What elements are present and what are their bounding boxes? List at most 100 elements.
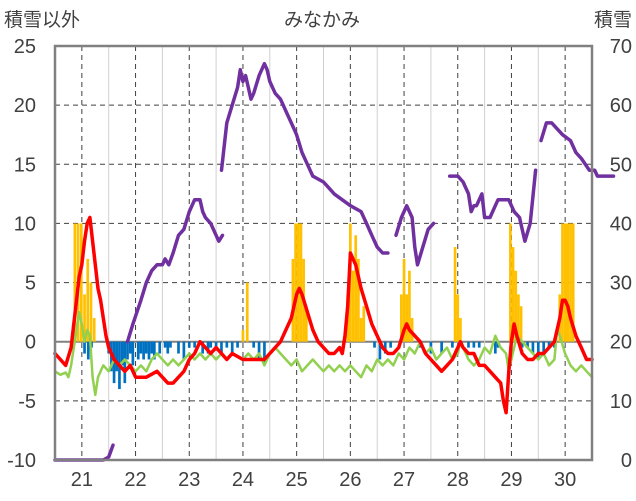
precip-bar (136, 341, 140, 360)
snowfall-bar (89, 282, 93, 342)
right-tick-label: 70 (610, 36, 632, 58)
precip-bar (477, 341, 481, 348)
precip-bar (83, 341, 86, 354)
precip-bar (142, 341, 145, 360)
snowfall-bar (357, 258, 360, 342)
precip-bar (126, 341, 129, 360)
precip-bar (440, 341, 443, 354)
precip-bar (373, 341, 376, 348)
precip-bar (526, 341, 529, 348)
snowfall-bar (362, 306, 366, 342)
snowfall-bar (354, 235, 358, 342)
left-tick-label: 20 (14, 95, 36, 117)
snowfall-bar (519, 306, 523, 342)
snow-depth-line (53, 443, 115, 462)
snowfall-bar (294, 223, 297, 342)
right-tick-label: 60 (610, 95, 632, 117)
precip-bar (144, 341, 148, 354)
precip-bar (120, 341, 124, 366)
snowfall-bar (79, 223, 83, 342)
snowfall-bar (511, 247, 515, 342)
x-tick-label: 25 (286, 469, 308, 491)
snowfall-bar (241, 329, 245, 342)
precip-bar (252, 341, 256, 348)
precip-bar (182, 341, 186, 360)
x-tick-label: 28 (447, 469, 469, 491)
left-axis-label: 積雪以外 (4, 9, 80, 31)
left-tick-label: 15 (14, 154, 36, 176)
plot-frame (53, 44, 594, 462)
x-tick-label: 27 (393, 469, 415, 491)
snowfall-bar (304, 306, 308, 342)
left-tick-label: 10 (14, 213, 36, 235)
precip-bar (169, 341, 172, 348)
x-tick-label: 23 (178, 469, 200, 491)
x-tick-label: 21 (71, 469, 93, 491)
snowfall-bar (299, 223, 303, 342)
snowfall-bar (296, 223, 300, 342)
precip-bar (225, 341, 229, 348)
precip-bar (147, 341, 151, 360)
precip-bar (158, 341, 162, 354)
snowfall-bar (83, 294, 86, 342)
snowfall-bar (245, 282, 249, 342)
precip-bar (531, 341, 535, 354)
precip-bar (378, 341, 382, 360)
snowfall-bar (86, 258, 90, 342)
right-tick-label: 20 (610, 332, 632, 354)
x-tick-label: 26 (339, 469, 361, 491)
precip-bar (547, 341, 551, 348)
precip-bar (139, 341, 143, 354)
snowfall-bar (410, 318, 414, 342)
chart-title: みなかみ (284, 9, 360, 31)
snowfall-bar (509, 223, 512, 342)
precip-bar (115, 341, 119, 372)
precip-bar (383, 341, 387, 354)
snow-depth-line (447, 168, 538, 243)
precip-bar (542, 341, 546, 354)
precip-bar (131, 341, 135, 366)
snowfall-bar (73, 223, 77, 342)
precip-bar (128, 341, 132, 354)
precip-bar (86, 341, 90, 360)
right-tick-label: 0 (621, 450, 632, 472)
precip-bar (553, 341, 556, 348)
precip-bar (520, 341, 524, 348)
precip-bar (201, 341, 205, 354)
precip-bar (472, 341, 476, 348)
precip-bar (153, 341, 156, 360)
right-tick-label: 40 (610, 213, 632, 235)
left-tick-label: 25 (14, 36, 36, 58)
precip-bar (206, 341, 210, 354)
snowfall-bar (569, 223, 572, 342)
right-tick-label: 10 (610, 391, 632, 413)
precip-bar (467, 341, 470, 348)
snowfall-bar (459, 318, 462, 342)
x-tick-label: 30 (554, 469, 576, 491)
precip-bar (163, 341, 167, 348)
snow-depth-line (219, 61, 390, 255)
precip-bar (230, 341, 234, 354)
snowfall-bar (561, 223, 564, 342)
snowfall-bar (408, 270, 411, 342)
snowfall-bar (359, 318, 363, 342)
snowfall-bar (514, 270, 518, 342)
precip-bar (209, 341, 213, 348)
precip-bar (150, 341, 154, 354)
right-tick-label: 50 (610, 154, 632, 176)
snowfall-bar (563, 223, 567, 342)
left-tick-label: 5 (25, 273, 36, 295)
snowfall-bar (291, 258, 295, 342)
x-tick-label: 22 (124, 469, 146, 491)
x-tick-label: 29 (500, 469, 522, 491)
snowfall-bar (571, 223, 575, 342)
precip-bar (389, 341, 392, 348)
precip-bar (263, 341, 266, 366)
snowfall-bar (405, 294, 409, 342)
snowfall-bar (400, 294, 403, 342)
left-tick-label: 0 (25, 332, 36, 354)
temperature-line (53, 215, 594, 415)
